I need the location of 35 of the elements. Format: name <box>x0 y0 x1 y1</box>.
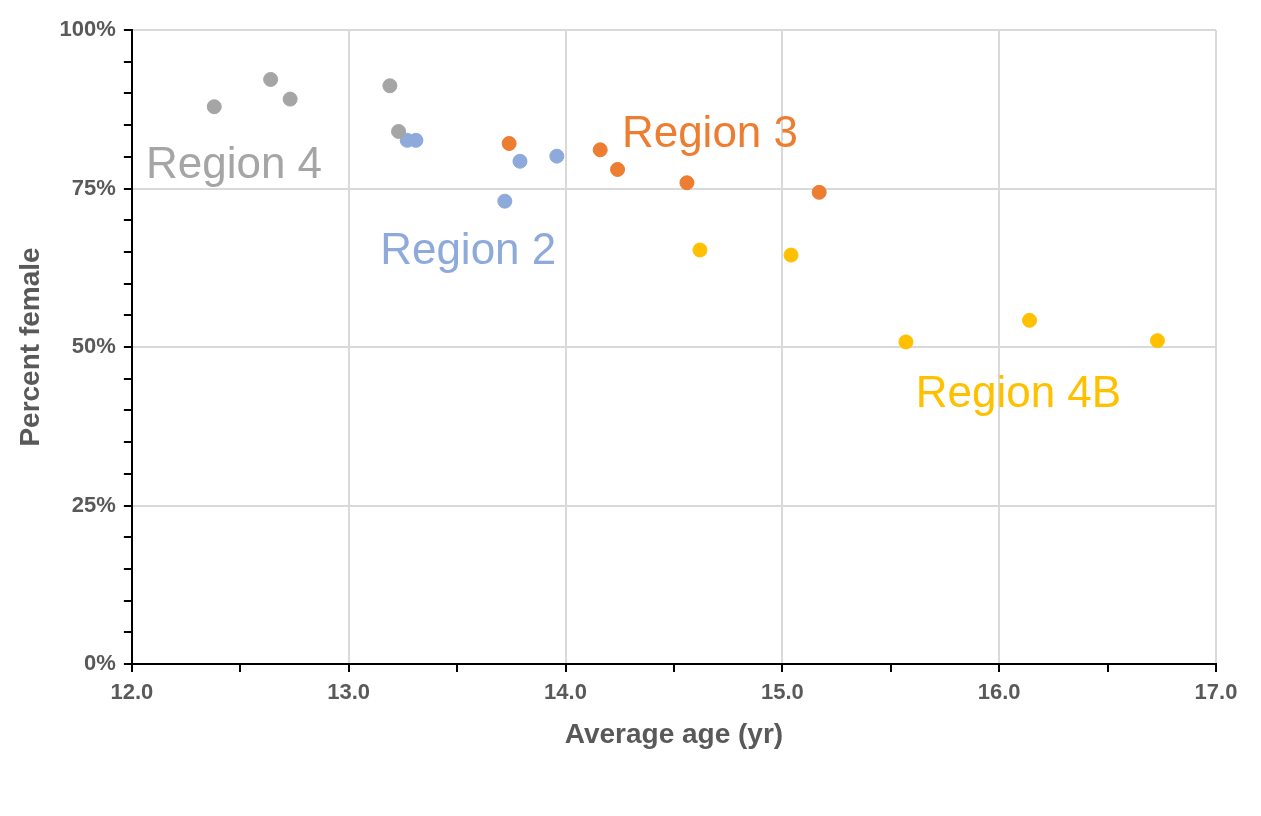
point <box>391 123 407 139</box>
x-tick-label: 14.0 <box>544 679 587 705</box>
series-label: Region 3 <box>621 106 799 156</box>
x-tick-label: 17.0 <box>1194 679 1238 705</box>
series-label: Region 2 <box>380 224 557 274</box>
x-tick-label: 13.0 <box>327 679 371 705</box>
x-tick-label: 12.0 <box>110 679 154 705</box>
point <box>206 99 222 115</box>
point <box>610 161 626 177</box>
point <box>282 91 298 107</box>
y-tick-label: 0% <box>84 650 116 676</box>
y-tick-label: 100% <box>59 16 116 42</box>
y-tick-label: 50% <box>71 333 116 359</box>
point <box>549 148 565 164</box>
point <box>512 153 528 169</box>
point <box>692 242 708 258</box>
point <box>263 71 279 87</box>
series-label: Region 4B <box>915 366 1122 416</box>
x-tick-label: 16.0 <box>977 679 1021 705</box>
y-axis-title: Percent female <box>13 247 45 447</box>
y-tick-label: 75% <box>71 174 116 200</box>
point <box>382 78 398 94</box>
point <box>679 175 695 191</box>
point <box>811 184 827 200</box>
point <box>592 142 608 158</box>
point <box>497 193 513 209</box>
point <box>501 135 517 151</box>
x-axis-title: Average age (yr) <box>564 717 784 749</box>
series-label: Region 4 <box>145 138 323 188</box>
point <box>898 334 914 350</box>
point <box>783 247 799 263</box>
point <box>1149 333 1165 349</box>
x-tick-label: 15.0 <box>760 679 804 705</box>
y-tick-label: 25% <box>71 491 116 517</box>
point <box>1022 312 1038 328</box>
